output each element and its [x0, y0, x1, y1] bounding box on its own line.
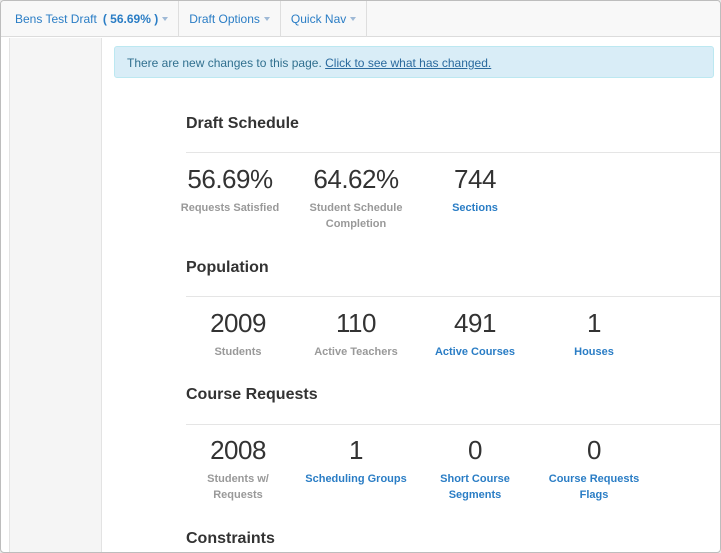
- draft-percentage: ( 56.69% ): [102, 11, 159, 26]
- stat-sections: 744 Sections: [421, 164, 529, 216]
- stat-scheduling-groups: 1 Scheduling Groups: [302, 435, 410, 487]
- stat-label: Student Schedule Completion: [309, 202, 403, 230]
- stat-value: 2009: [210, 308, 266, 338]
- houses-link[interactable]: Houses: [574, 346, 614, 358]
- stat-value: 1: [349, 435, 363, 465]
- scheduling-groups-link[interactable]: Scheduling Groups: [305, 473, 407, 485]
- stat-requests-satisfied: 56.69% Requests Satisfied: [176, 164, 284, 216]
- stat-label: Students: [214, 346, 262, 358]
- divider: [186, 296, 720, 297]
- divider: [186, 152, 720, 153]
- stat-value: 0: [587, 435, 601, 465]
- stat-label: Requests Satisfied: [180, 202, 280, 214]
- stat-value: 56.69%: [187, 164, 273, 194]
- draft-name: Bens Test Draft: [15, 11, 97, 26]
- stat-active-courses: 491 Active Courses: [421, 308, 529, 360]
- section-title-population: Population: [186, 259, 269, 276]
- stat-houses: 1 Houses: [540, 308, 648, 360]
- section-title-course-requests: Course Requests: [186, 386, 318, 403]
- stat-value: 0: [468, 435, 482, 465]
- see-changes-link[interactable]: Click to see what has changed.: [325, 56, 492, 70]
- stat-value: 110: [336, 308, 376, 338]
- top-navbar: Bens Test Draft ( 56.69% ) Draft Options…: [1, 1, 720, 37]
- stat-value: 744: [454, 164, 496, 194]
- section-title-constraints: Constraints: [186, 530, 275, 547]
- draft-selector[interactable]: Bens Test Draft ( 56.69% ): [1, 1, 180, 37]
- stat-students-with-requests: 2008 Students w/ Requests: [184, 435, 292, 503]
- stat-label: Active Teachers: [314, 346, 398, 358]
- stat-value: 2008: [210, 435, 266, 465]
- active-courses-link[interactable]: Active Courses: [434, 346, 516, 358]
- stat-student-schedule-completion: 64.62% Student Schedule Completion: [302, 164, 410, 232]
- course-requests-flags-link[interactable]: Course Requests Flags: [548, 473, 640, 501]
- draft-options-label: Draft Options: [189, 11, 260, 26]
- stat-course-requests-flags: 0 Course Requests Flags: [540, 435, 648, 503]
- stat-label: Students w/ Requests: [207, 473, 269, 501]
- stat-students: 2009 Students: [184, 308, 292, 360]
- chevron-down-icon: [263, 16, 270, 21]
- changes-alert: There are new changes to this page. Clic…: [114, 46, 714, 78]
- draft-options-menu[interactable]: Draft Options: [179, 1, 281, 37]
- chevron-down-icon: [350, 16, 357, 21]
- section-title-draft-schedule: Draft Schedule: [186, 115, 299, 132]
- sidebar: [9, 38, 102, 552]
- stat-value: 491: [454, 308, 496, 338]
- sections-link[interactable]: Sections: [452, 202, 498, 214]
- chevron-down-icon: [162, 16, 169, 21]
- stat-value: 64.62%: [313, 164, 399, 194]
- stat-value: 1: [587, 308, 601, 338]
- quick-nav-label: Quick Nav: [290, 11, 347, 26]
- quick-nav-menu[interactable]: Quick Nav: [281, 1, 368, 37]
- divider: [186, 424, 720, 425]
- stat-short-course-segments: 0 Short Course Segments: [421, 435, 529, 503]
- short-course-segments-link[interactable]: Short Course Segments: [440, 473, 510, 501]
- alert-text: There are new changes to this page.: [127, 56, 322, 70]
- stat-active-teachers: 110 Active Teachers: [302, 308, 410, 360]
